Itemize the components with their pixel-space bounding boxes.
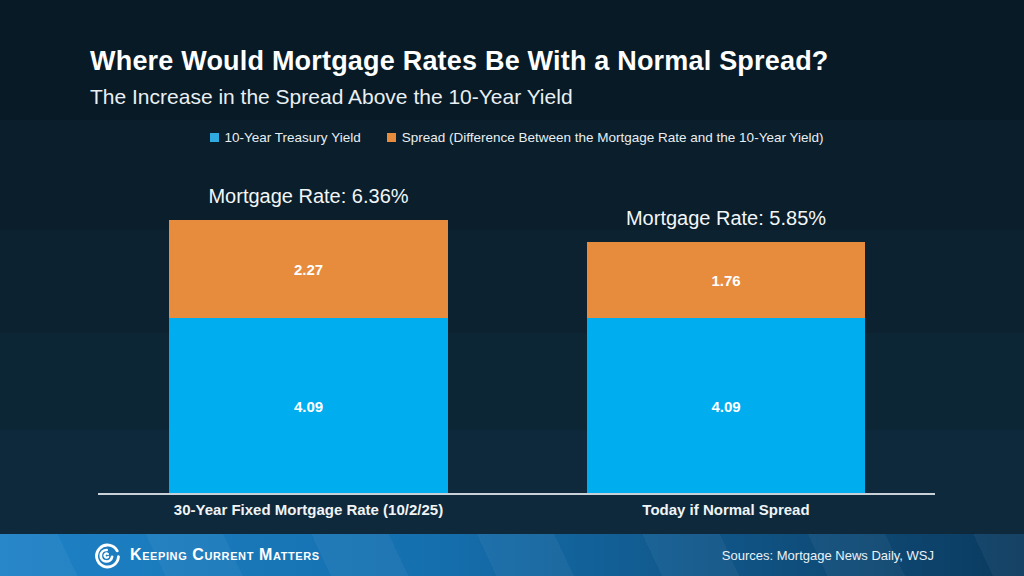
- brand-name: Keeping Current Matters: [130, 546, 320, 564]
- bar-segment-spread: 1.76: [587, 242, 865, 318]
- legend-label: Spread (Difference Between the Mortgage …: [402, 130, 824, 145]
- page-subtitle: The Increase in the Spread Above the 10-…: [90, 85, 573, 109]
- legend-item-treasury-yield: 10-Year Treasury Yield: [210, 130, 361, 145]
- bar-total-label: Mortgage Rate: 6.36%: [208, 185, 408, 208]
- legend-item-spread: Spread (Difference Between the Mortgage …: [387, 130, 824, 145]
- legend-label: 10-Year Treasury Yield: [225, 130, 361, 145]
- legend-swatch-orange-icon: [387, 133, 396, 142]
- bar-segment-value: 2.27: [294, 261, 323, 278]
- x-axis-label-current-rate: 30-Year Fixed Mortgage Rate (10/2/25): [169, 501, 448, 518]
- legend-swatch-blue-icon: [210, 133, 219, 142]
- bar-segment-value: 1.76: [711, 272, 740, 289]
- page-title: Where Would Mortgage Rates Be With a Nor…: [90, 46, 829, 77]
- x-axis-label-normal-spread: Today if Normal Spread: [587, 501, 865, 518]
- kcm-logo-icon: [94, 542, 121, 569]
- brand: Keeping Current Matters: [0, 542, 320, 569]
- bar-segment-value: 4.09: [294, 398, 323, 415]
- slide: Where Would Mortgage Rates Be With a Nor…: [0, 0, 1024, 576]
- x-axis-line: [98, 493, 935, 495]
- bar-segment-treasury-yield: 4.09: [587, 318, 865, 494]
- sources-text: Sources: Mortgage News Daily, WSJ: [722, 548, 1024, 563]
- bar-segment-treasury-yield: 4.09: [169, 318, 448, 494]
- bar-segment-value: 4.09: [711, 398, 740, 415]
- bar-total-label: Mortgage Rate: 5.85%: [626, 207, 826, 230]
- chart-legend: 10-Year Treasury Yield Spread (Differenc…: [98, 130, 935, 145]
- footer-bar: Keeping Current Matters Sources: Mortgag…: [0, 534, 1024, 576]
- bar-group-normal-spread: Mortgage Rate: 5.85% 1.76 4.09: [587, 207, 865, 494]
- bar-group-current-rate: Mortgage Rate: 6.36% 2.27 4.09: [169, 185, 448, 494]
- bar-segment-spread: 2.27: [169, 220, 448, 318]
